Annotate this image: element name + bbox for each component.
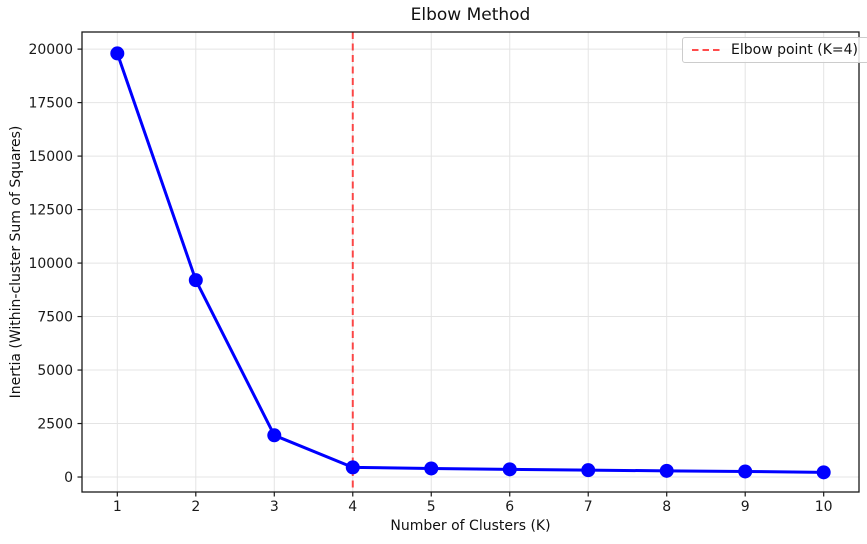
y-tick-label: 15000 bbox=[28, 149, 73, 165]
chart-title: Elbow Method bbox=[410, 5, 531, 25]
x-tick-label: 9 bbox=[741, 499, 750, 515]
x-tick-label: 4 bbox=[348, 499, 357, 515]
data-point-marker bbox=[502, 462, 517, 477]
dashed-line-sample-icon bbox=[692, 49, 722, 51]
x-tick-label: 5 bbox=[427, 499, 436, 515]
data-point-marker bbox=[424, 461, 439, 476]
data-point-marker bbox=[188, 273, 203, 288]
x-tick-label: 10 bbox=[815, 499, 833, 515]
data-point-marker bbox=[659, 463, 674, 478]
x-axis-label: Number of Clusters (K) bbox=[390, 518, 551, 534]
y-tick-label: 5000 bbox=[37, 363, 73, 379]
x-tick-label: 7 bbox=[584, 499, 593, 515]
data-point-marker bbox=[738, 464, 753, 479]
y-tick-label: 2500 bbox=[37, 417, 73, 433]
legend-entry-label: Elbow point (K=4) bbox=[731, 42, 858, 58]
data-point-marker bbox=[581, 463, 596, 478]
data-point-marker bbox=[267, 428, 282, 443]
x-tick-label: 3 bbox=[270, 499, 279, 515]
data-point-marker bbox=[345, 460, 360, 475]
x-tick-label: 6 bbox=[505, 499, 514, 515]
data-point-marker bbox=[110, 46, 125, 61]
x-tick-label: 1 bbox=[113, 499, 122, 515]
inertia-line bbox=[115, 51, 826, 474]
y-tick-label: 12500 bbox=[28, 203, 73, 219]
y-tick-label: 0 bbox=[64, 470, 73, 486]
y-tick-label: 10000 bbox=[28, 256, 73, 272]
y-tick-label: 7500 bbox=[37, 310, 73, 326]
x-tick-label: 8 bbox=[662, 499, 671, 515]
y-tick-label: 20000 bbox=[28, 42, 73, 58]
y-tick-label: 17500 bbox=[28, 96, 73, 112]
y-axis-label: Inertia (Within-cluster Sum of Squares) bbox=[8, 125, 24, 399]
legend: Elbow point (K=4) bbox=[682, 37, 867, 63]
data-point-marker bbox=[816, 465, 831, 480]
plot-border bbox=[81, 31, 860, 493]
x-tick-label: 2 bbox=[191, 499, 200, 515]
